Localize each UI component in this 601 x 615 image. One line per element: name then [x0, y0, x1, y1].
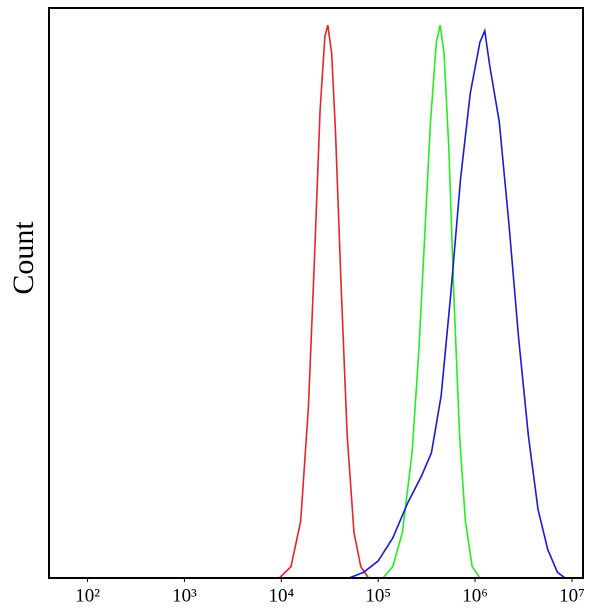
x-tick-label: 10⁵ — [365, 585, 391, 606]
x-tick-label: 10⁷ — [559, 585, 585, 606]
plot-frame — [48, 7, 584, 579]
x-tick-label: 10³ — [172, 585, 197, 606]
x-tick-label: 10² — [75, 585, 100, 606]
y-axis-label: Count — [7, 221, 40, 295]
x-tick-label: 10⁶ — [462, 585, 488, 606]
histogram-line — [382, 24, 481, 579]
x-tick-label: 10⁴ — [269, 585, 295, 606]
histogram-line — [348, 27, 566, 579]
histogram-line — [278, 24, 370, 579]
